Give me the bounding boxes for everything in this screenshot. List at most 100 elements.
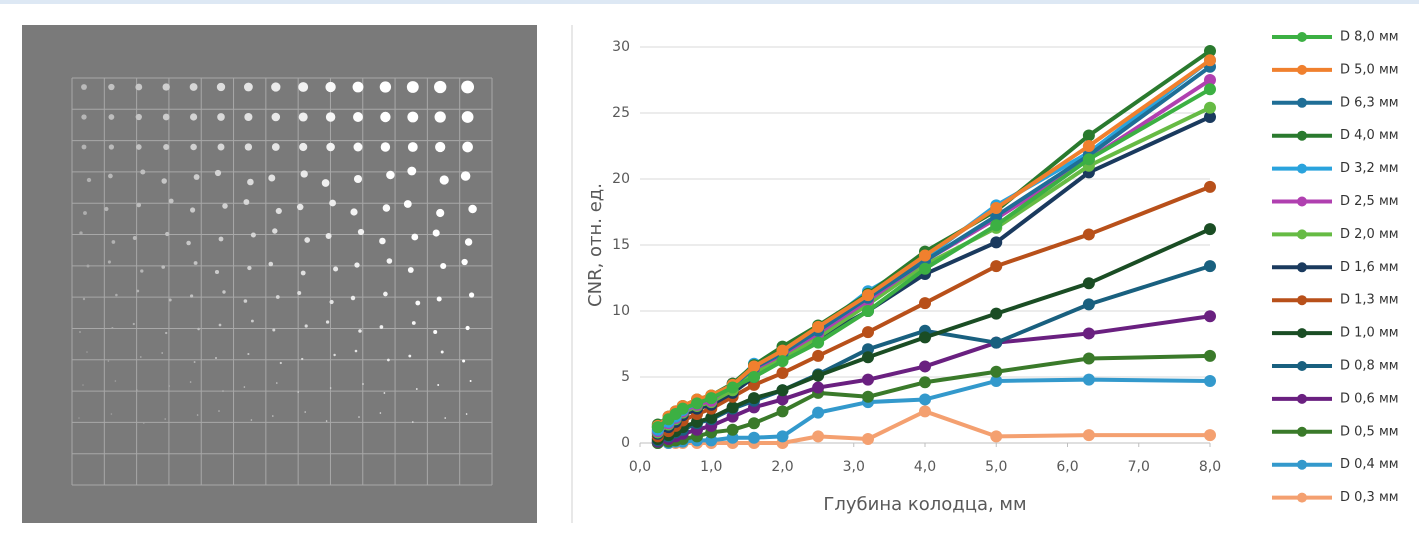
phantom-well [168, 198, 174, 204]
phantom-well [214, 169, 222, 177]
data-point [776, 367, 789, 380]
phantom-well [468, 204, 477, 214]
legend-label: D 0,8 мм [1340, 359, 1399, 374]
phantom-well [408, 354, 412, 358]
phantom-well [217, 113, 225, 121]
phantom-well [215, 357, 217, 359]
data-point [705, 411, 718, 424]
phantom-well [81, 84, 87, 90]
phantom-well [217, 143, 225, 151]
data-point [1082, 373, 1095, 386]
data-point [1204, 260, 1216, 273]
data-point [748, 417, 760, 430]
phantom-well [247, 178, 254, 186]
data-point [1204, 223, 1216, 236]
phantom-well [136, 389, 138, 391]
legend-label: D 0,3 мм [1340, 490, 1399, 505]
phantom-well [304, 324, 308, 328]
phantom-well [383, 291, 388, 297]
phantom-well [132, 322, 135, 326]
phantom-well [462, 141, 473, 153]
phantom-well [111, 240, 116, 244]
phantom-well [412, 421, 414, 423]
legend-label: D 0,6 мм [1340, 391, 1399, 406]
phantom-well [190, 207, 196, 213]
phantom-well [189, 83, 198, 91]
data-point [862, 289, 874, 302]
data-point [1082, 429, 1095, 442]
y-axis-title: CNR, отн. ед. [585, 183, 606, 307]
phantom-well [140, 269, 144, 273]
phantom-well [82, 297, 86, 301]
phantom-well [250, 232, 256, 238]
data-point [1204, 44, 1216, 57]
x-tick-label: 0,0 [629, 459, 651, 475]
data-point [1082, 153, 1095, 166]
phantom-well [243, 82, 253, 92]
phantom-well [108, 144, 115, 150]
phantom-well [272, 228, 278, 234]
phantom-well [165, 231, 170, 237]
phantom-well [297, 290, 302, 296]
legend-label: D 8,0 мм [1340, 30, 1399, 45]
legend-marker [1297, 361, 1307, 371]
legend-marker [1297, 196, 1307, 207]
phantom-well [243, 199, 250, 205]
data-point [1082, 140, 1095, 152]
phantom-well [440, 350, 444, 354]
phantom-well [193, 174, 200, 180]
phantom-well [411, 321, 416, 325]
legend-label: D 6,3 мм [1340, 95, 1399, 110]
phantom-well [436, 208, 445, 218]
phantom-well [299, 142, 308, 152]
phantom-well [379, 412, 382, 414]
phantom-well [298, 112, 308, 122]
phantom-well [411, 233, 419, 241]
phantom-well [250, 419, 253, 421]
phantom-well [304, 411, 307, 413]
phantom-well [415, 300, 421, 306]
x-tick-label: 2,0 [771, 459, 793, 475]
y-tick-label: 25 [612, 105, 630, 121]
y-tick-label: 20 [612, 171, 630, 187]
data-point [990, 365, 1003, 378]
data-point [862, 326, 874, 339]
phantom-well [222, 290, 226, 294]
phantom-well [186, 240, 191, 246]
phantom-well [325, 320, 330, 324]
data-point [862, 351, 874, 364]
data-point [990, 374, 1003, 387]
phantom-well [435, 141, 446, 153]
phantom-well [407, 111, 419, 123]
phantom-well [243, 299, 248, 303]
phantom-well [218, 323, 222, 327]
phantom-well [247, 265, 252, 271]
phantom-well [165, 331, 168, 335]
phantom-well [469, 380, 472, 382]
phantom-well [162, 113, 170, 121]
data-point [676, 402, 689, 415]
phantom-well [136, 289, 140, 293]
data-point [748, 360, 760, 373]
phantom-well [354, 262, 360, 268]
phantom-well [386, 258, 393, 264]
data-point [919, 249, 931, 262]
phantom-well [272, 328, 276, 332]
phantom-well [465, 413, 468, 415]
data-point [748, 392, 760, 405]
phantom-well [468, 292, 475, 298]
data-point [1204, 74, 1216, 86]
phantom-well [460, 171, 471, 181]
x-tick-label: 4,0 [914, 459, 936, 475]
data-point [812, 406, 825, 419]
phantom-well [325, 81, 336, 93]
phantom-well [189, 294, 194, 298]
phantom-well [114, 380, 117, 382]
data-point [1204, 374, 1216, 387]
data-point [776, 405, 789, 418]
data-point [1082, 277, 1095, 290]
data-point [862, 305, 874, 317]
legend-label: D 0,5 мм [1340, 424, 1399, 439]
data-point [776, 384, 789, 397]
x-tick-label: 8,0 [1199, 459, 1221, 475]
